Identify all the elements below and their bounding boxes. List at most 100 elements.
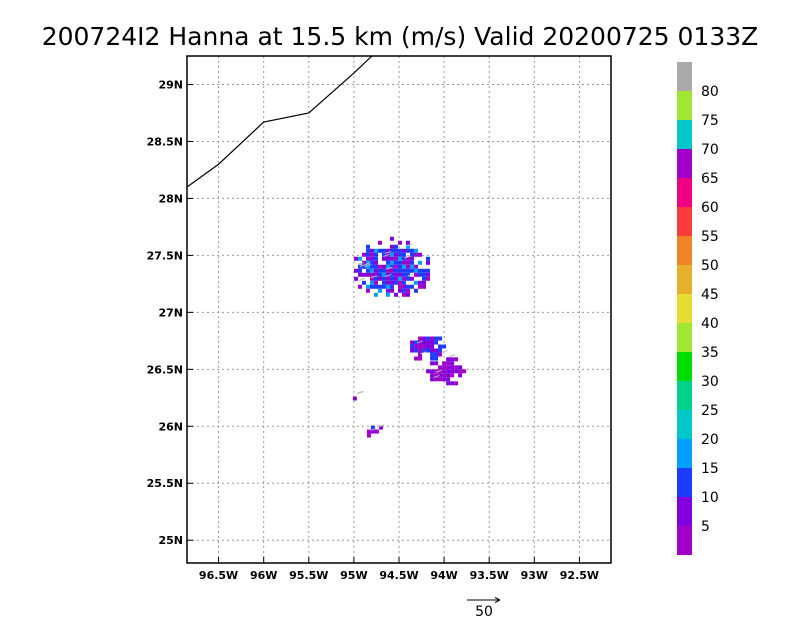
wind-pixel xyxy=(417,268,422,273)
wind-pixel xyxy=(458,369,463,374)
wind-vector xyxy=(378,424,385,428)
colorbar-swatch xyxy=(677,468,692,497)
vector-key: 50 xyxy=(467,597,501,618)
colorbar-label: 20 xyxy=(701,432,719,448)
wind-pixel xyxy=(409,268,414,273)
wind-pixel xyxy=(438,336,443,341)
wind-pixel xyxy=(393,272,398,277)
wind-pixel xyxy=(385,272,390,277)
colorbar-label: 55 xyxy=(701,229,719,245)
wind-pixel xyxy=(381,268,386,273)
wind-pixel xyxy=(377,264,382,269)
wind-pixel xyxy=(377,288,382,293)
wind-pixel xyxy=(389,260,394,265)
wind-pixel xyxy=(446,381,451,386)
wind-pixel xyxy=(438,373,443,378)
lat-tick-label: 28.5N xyxy=(147,135,183,148)
colorbar-label: 35 xyxy=(701,345,719,361)
wind-pixel xyxy=(401,248,406,253)
wind-pixel xyxy=(426,336,431,341)
wind-pixel xyxy=(434,356,439,361)
wind-pixel xyxy=(397,240,402,245)
wind-pixel xyxy=(409,284,414,289)
wind-pixel xyxy=(430,344,435,349)
colorbar-label: 70 xyxy=(701,142,719,158)
wind-pixel xyxy=(385,292,390,297)
wind-pixel xyxy=(450,369,455,374)
wind-pixel xyxy=(414,348,419,353)
wind-vector xyxy=(356,390,363,394)
colorbar-label: 50 xyxy=(701,258,719,274)
colorbar-label: 30 xyxy=(701,374,719,390)
wind-vector xyxy=(370,275,378,279)
wind-pixel xyxy=(385,288,390,293)
wind-pixel xyxy=(366,429,371,434)
colorbar-swatch xyxy=(677,91,692,120)
wind-pixel xyxy=(418,348,423,353)
lat-tick-label: 26N xyxy=(158,420,183,433)
wind-vector xyxy=(448,354,456,358)
colorbar: 5 10 15 20 25 30 35 40 45 50 55 60 65 70 75 80 xyxy=(677,62,719,555)
longitude-ticks: 96.5W 96W 95.5W 95W 94.5W 94W 93.5W 93W 92.5W xyxy=(199,557,599,582)
wind-pixel xyxy=(421,268,426,273)
colorbar-swatch xyxy=(677,62,692,91)
wind-pixel xyxy=(410,344,415,349)
wind-pixel xyxy=(389,276,394,281)
wind-pixel xyxy=(413,252,418,257)
wind-pixel xyxy=(385,280,390,285)
colorbar-label: 80 xyxy=(701,84,719,100)
wind-pixel xyxy=(430,377,435,382)
wind-pixel xyxy=(418,344,423,349)
wind-pixel xyxy=(405,256,410,261)
wind-pixel xyxy=(426,344,431,349)
wind-pixel xyxy=(401,288,406,293)
wind-field xyxy=(352,236,467,438)
wind-vector xyxy=(406,243,413,247)
wind-patch-northern-cluster xyxy=(353,236,430,297)
wind-pixel xyxy=(393,248,398,253)
wind-pixel xyxy=(430,352,435,357)
wind-pixel xyxy=(446,365,451,370)
wind-pixel xyxy=(385,268,390,273)
wind-pixel xyxy=(373,276,378,281)
wind-pixel xyxy=(377,248,382,253)
wind-pixel xyxy=(389,252,394,257)
wind-pixel xyxy=(417,284,422,289)
wind-pixel xyxy=(397,256,402,261)
wind-pixel xyxy=(418,352,423,357)
wind-pixel xyxy=(393,260,398,265)
lon-tick-label: 96W xyxy=(250,569,277,582)
colorbar-swatch xyxy=(677,178,692,207)
wind-pixel xyxy=(425,260,430,265)
wind-pixel xyxy=(401,256,406,261)
wind-pixel xyxy=(401,264,406,269)
wind-vector xyxy=(357,261,365,265)
wind-pixel xyxy=(422,344,427,349)
colorbar-label: 40 xyxy=(701,316,719,332)
wind-pixel xyxy=(365,260,370,265)
wind-pixel xyxy=(365,256,370,261)
wind-pixel xyxy=(409,260,414,265)
wind-pixel xyxy=(438,352,443,357)
colorbar-swatch xyxy=(677,207,692,236)
wind-pixel xyxy=(369,268,374,273)
wind-pixel xyxy=(442,344,447,349)
wind-pixel xyxy=(421,272,426,277)
wind-pixel xyxy=(369,280,374,285)
wind-pixel xyxy=(422,340,427,345)
wind-pixel xyxy=(381,256,386,261)
colorbar-swatch xyxy=(677,120,692,149)
wind-pixel xyxy=(369,276,374,281)
wind-pixel xyxy=(405,240,410,245)
wind-pixel xyxy=(405,284,410,289)
wind-pixel xyxy=(405,264,410,269)
wind-pixel xyxy=(405,248,410,253)
wind-pixel xyxy=(401,272,406,277)
wind-pixel xyxy=(365,268,370,273)
wind-pixel xyxy=(357,268,362,273)
wind-pixel xyxy=(373,284,378,289)
wind-pixel xyxy=(373,280,378,285)
wind-pixel xyxy=(430,348,435,353)
wind-pixel xyxy=(417,260,422,265)
wind-pixel xyxy=(369,260,374,265)
